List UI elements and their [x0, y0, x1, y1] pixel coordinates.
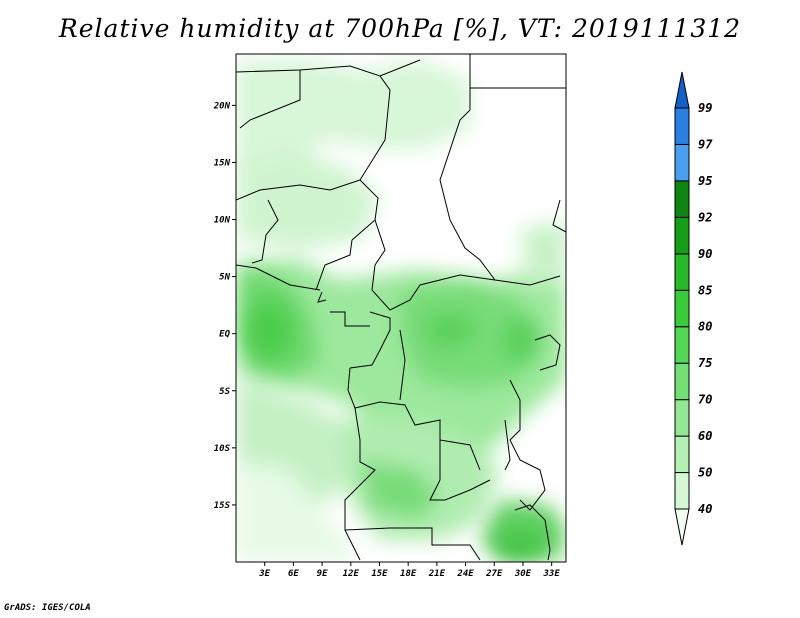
lat-label: EQ	[219, 330, 230, 340]
lon-label: 24E	[456, 569, 474, 579]
lat-label: 5N	[219, 273, 230, 283]
lon-label: 27E	[485, 569, 503, 579]
lon-label: 9E	[317, 569, 328, 579]
lat-label: 15N	[214, 158, 231, 168]
colorbar-segment	[674, 71, 690, 109]
colorbar-segment	[674, 216, 690, 255]
colorbar-segment	[674, 435, 690, 474]
colorbar-segment	[674, 143, 690, 182]
colorbar-segment	[674, 107, 690, 145]
colorbar-segment	[674, 253, 690, 291]
colorbar-segment	[674, 508, 690, 546]
colorbar-label: 80	[698, 320, 712, 334]
lat-label: 5S	[219, 387, 230, 397]
lat-label: 15S	[214, 501, 231, 511]
colorbar-segment	[674, 180, 690, 218]
colorbar-segment	[674, 289, 690, 328]
colorbar-label: 75	[698, 356, 712, 370]
lon-label: 3E	[258, 569, 270, 579]
colorbar-label: 50	[698, 466, 712, 480]
lon-label: 33E	[543, 569, 561, 579]
colorbar-segment	[674, 326, 690, 364]
map-frame	[235, 53, 567, 563]
latitude-axis: 20N 15N 10N 5N EQ 5S 10S 15S	[213, 101, 236, 511]
humidity-blobs-high	[248, 300, 544, 559]
colorbar-label: 97	[698, 137, 713, 151]
lat-label: 10N	[214, 216, 231, 226]
colorbar-label: 70	[698, 393, 712, 407]
colorbar-label: 40	[698, 502, 712, 516]
colorbar-label: 92	[698, 210, 712, 224]
humidity-field	[236, 54, 566, 562]
lon-label: 12E	[343, 569, 360, 579]
colorbar-label: 99	[698, 101, 712, 115]
colorbar-segment	[674, 472, 690, 510]
lon-label: 6E	[288, 569, 299, 579]
longitude-axis: 3E 6E 9E 12E 15E 18E 21E 24E 27E 30E 33E	[258, 562, 560, 579]
colorbar-segment	[674, 362, 690, 401]
chart-title: Relative humidity at 700hPa [%], VT: 201…	[58, 14, 742, 43]
colorbar-label: 60	[698, 429, 712, 443]
credit-text: GrADS: IGES/COLA	[4, 603, 91, 613]
colorbar: 40 50 60 70 75 80 85 90 92 95 97 99	[674, 71, 713, 546]
lon-label: 18E	[400, 569, 417, 579]
lon-label: 15E	[371, 569, 388, 579]
colorbar-label: 85	[698, 283, 712, 297]
colorbar-segment	[674, 399, 690, 437]
lat-label: 20N	[213, 101, 231, 111]
country-borders	[236, 54, 566, 561]
lon-label: 30E	[514, 569, 532, 579]
lat-label: 10S	[214, 444, 231, 454]
colorbar-label: 90	[698, 247, 712, 261]
colorbar-label: 95	[698, 174, 712, 188]
lon-label: 21E	[428, 569, 446, 579]
